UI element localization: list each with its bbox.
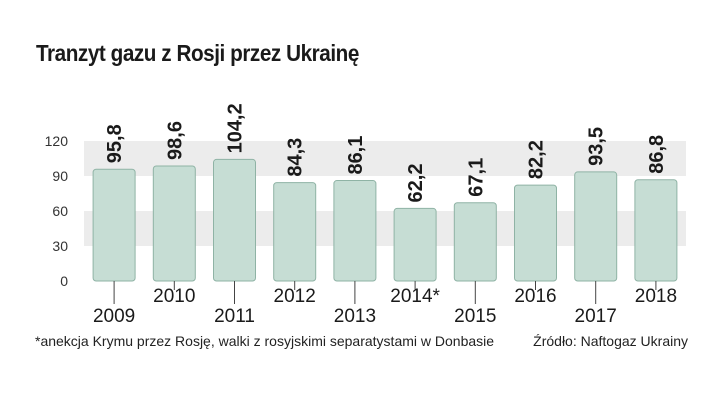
bars <box>92 158 678 282</box>
bar <box>333 180 377 282</box>
value-label: 62,2 <box>405 163 427 202</box>
x-tick-label: 2009 <box>93 306 135 327</box>
y-tick-label: 120 <box>45 133 69 149</box>
value-label: 82,2 <box>526 140 548 179</box>
value-label: 93,5 <box>586 127 608 166</box>
x-tick-label: 2015 <box>454 306 496 327</box>
chart-title: Tranzyt gazu z Rosji przez Ukrainę <box>36 40 359 66</box>
value-labels: 95,8 98,6 104,2 84,3 86,1 62,2 67,1 82,2 93,5 86,… <box>104 103 668 202</box>
x-axis-ticks: 2009 2010 2011 2012 2013 2014* 2015 2016 2017 201… <box>93 281 677 327</box>
x-tick-label: 2016 <box>514 286 556 307</box>
y-tick-label: 30 <box>52 238 68 254</box>
x-tick-label: 2013 <box>334 306 376 327</box>
bar <box>213 158 256 282</box>
value-label: 98,6 <box>164 121 186 160</box>
bar <box>634 179 678 282</box>
x-tick-label: 2011 <box>214 306 255 327</box>
bar <box>92 168 136 282</box>
x-tick-label: 2018 <box>635 286 677 307</box>
x-tick-label: 2010 <box>153 286 195 307</box>
value-label: 95,8 <box>104 124 126 163</box>
bar <box>152 165 196 282</box>
chart-source: Źródło: Naftogaz Ukrainy <box>533 333 688 349</box>
y-tick-label: 60 <box>52 203 68 219</box>
x-tick-label: 2012 <box>274 286 316 307</box>
bar <box>273 182 317 282</box>
x-tick-label: 2017 <box>575 306 617 327</box>
value-label: 67,1 <box>465 158 487 197</box>
bar <box>574 171 618 282</box>
value-label: 84,3 <box>285 138 307 177</box>
bar <box>514 184 557 282</box>
bar <box>393 207 437 282</box>
value-label: 104,2 <box>225 103 247 153</box>
y-tick-label: 0 <box>60 273 68 289</box>
value-label: 86,8 <box>646 135 668 174</box>
y-axis-ticks: 0 30 60 90 120 <box>45 133 69 289</box>
y-tick-label: 90 <box>52 168 68 184</box>
bar <box>453 202 497 282</box>
x-tick-label: 2014* <box>390 286 440 307</box>
value-label: 86,1 <box>345 136 367 175</box>
chart-note: *anekcja Krymu przez Rosję, walki z rosy… <box>35 333 495 349</box>
